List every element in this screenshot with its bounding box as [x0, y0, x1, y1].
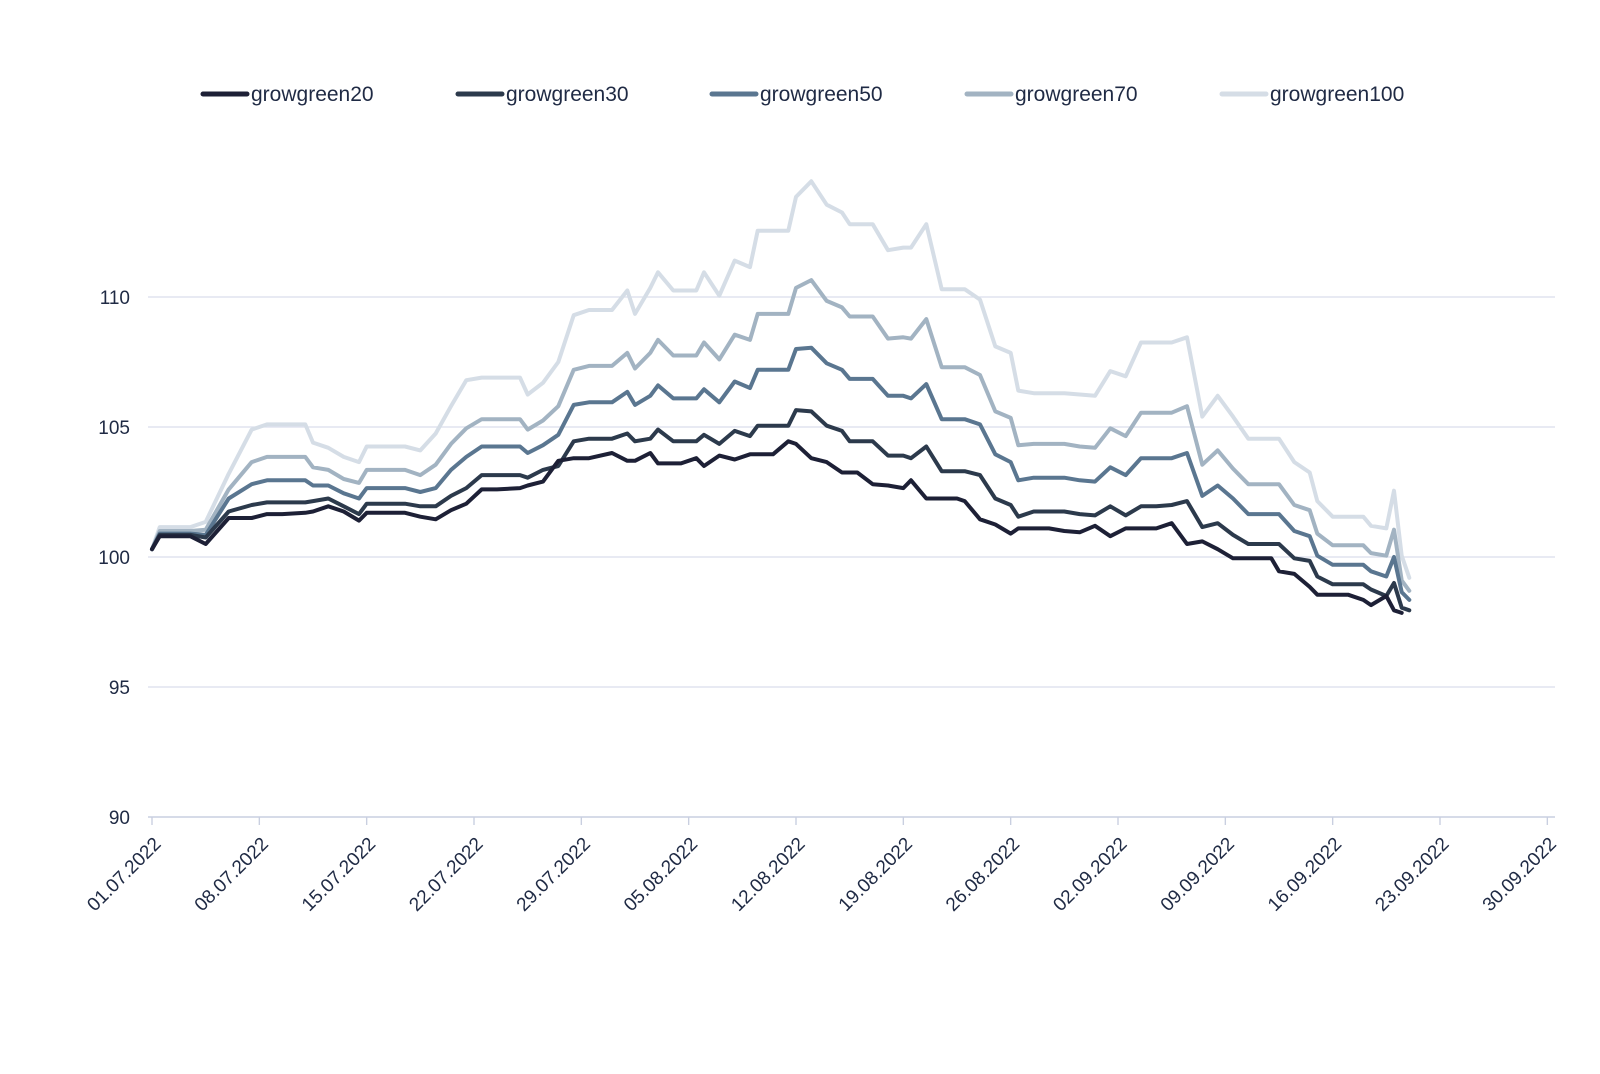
- chart-legend: growgreen20 growgreen30 growgreen50 growgre…: [200, 83, 1404, 106]
- series-line-growgreen20: [150, 439, 1404, 615]
- x-tick-label: 02.09.2022: [1049, 834, 1131, 916]
- x-tick-label: 26.08.2022: [942, 834, 1024, 916]
- x-tick-label: 05.08.2022: [620, 834, 702, 916]
- legend-item-growgreen70: growgreen70: [964, 83, 1138, 106]
- x-tick-label: 09.09.2022: [1157, 834, 1239, 916]
- legend-item-growgreen20: growgreen20: [200, 83, 374, 106]
- legend-label: growgreen30: [506, 83, 629, 106]
- series-line-growgreen30: [150, 408, 1412, 613]
- x-tick-label: 08.07.2022: [191, 834, 273, 916]
- x-tick-label: 01.07.2022: [83, 834, 165, 916]
- grid-lines: [148, 296, 1555, 818]
- y-tick-label: 110: [100, 288, 130, 309]
- y-tick-label: 105: [98, 418, 130, 439]
- y-axis-ticks: 90 95 100 105 110: [98, 288, 130, 829]
- x-tick-label: 12.08.2022: [727, 834, 809, 916]
- series-line-growgreen50: [150, 345, 1412, 602]
- x-tick-label: 29.07.2022: [513, 834, 595, 916]
- legend-label: growgreen50: [760, 83, 883, 106]
- legend-item-growgreen100: growgreen100: [1219, 83, 1404, 106]
- series-lines: [150, 179, 1412, 615]
- x-tick-label: 22.07.2022: [405, 834, 487, 916]
- y-tick-label: 95: [109, 678, 130, 699]
- x-axis: 01.07.2022 08.07.2022 15.07.2022 22.07.2022…: [83, 817, 1561, 916]
- y-tick-label: 100: [98, 548, 130, 569]
- x-tick-label: 15.07.2022: [298, 834, 380, 916]
- x-tick-label: 16.09.2022: [1264, 834, 1346, 916]
- legend-label: growgreen100: [1270, 83, 1404, 106]
- x-tick-label: 23.09.2022: [1371, 834, 1453, 916]
- y-tick-label: 90: [109, 808, 130, 829]
- x-tick-label: 30.09.2022: [1479, 834, 1561, 916]
- legend-item-growgreen50: growgreen50: [709, 83, 883, 106]
- series-line-growgreen100: [150, 179, 1412, 580]
- series-line-growgreen70: [150, 278, 1412, 593]
- legend-label: growgreen70: [1015, 83, 1138, 106]
- legend-label: growgreen20: [251, 83, 374, 106]
- legend-item-growgreen30: growgreen30: [455, 83, 629, 106]
- x-tick-label: 19.08.2022: [835, 834, 917, 916]
